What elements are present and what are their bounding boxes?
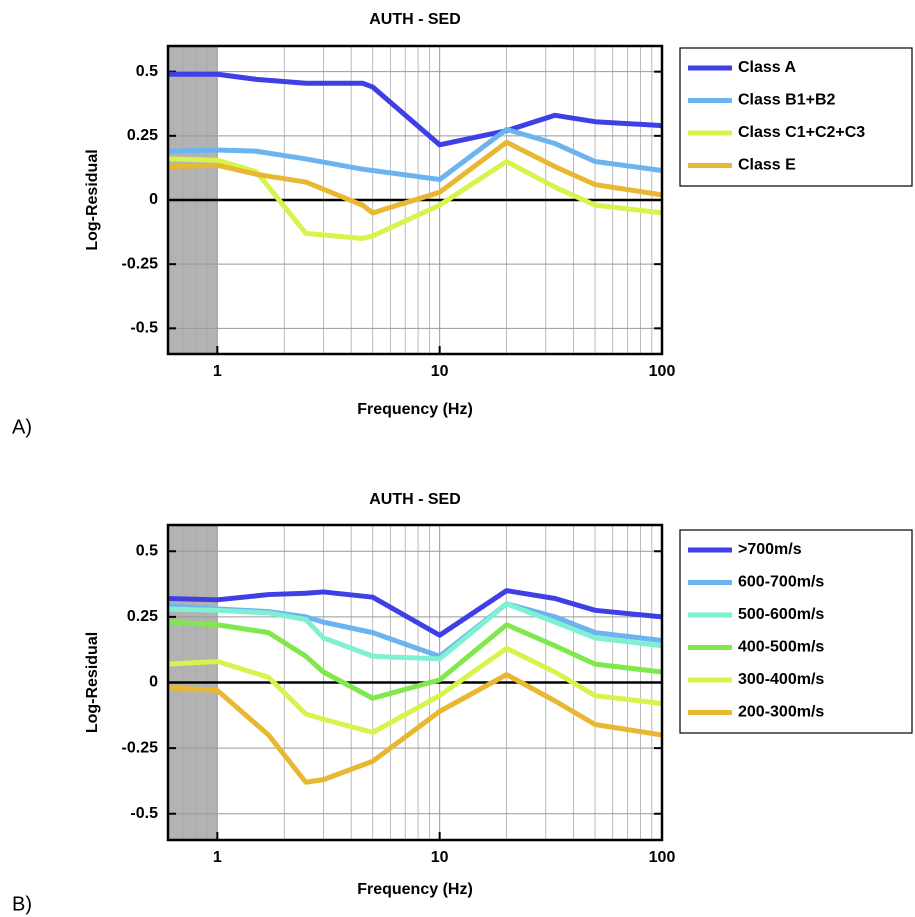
x-axis-label: Frequency (Hz)	[357, 881, 473, 898]
series-line	[167, 588, 663, 638]
series-line	[167, 126, 663, 182]
legend-label: Class B1+B2	[738, 92, 835, 109]
legend-label: 300-400m/s	[738, 671, 824, 688]
legend-label: 600-700m/s	[738, 574, 824, 591]
series-line	[167, 645, 663, 735]
y-tick-label: -0.25	[122, 739, 159, 756]
y-axis-label: Log-Residual	[84, 149, 101, 250]
y-tick-label: 0.25	[127, 608, 158, 625]
panel-label: B)	[12, 893, 32, 915]
legend-label: >700m/s	[738, 541, 802, 558]
series-line	[167, 139, 663, 216]
legend-label: 400-500m/s	[738, 639, 824, 656]
y-tick-label: -0.25	[122, 255, 159, 272]
legend-label: Class C1+C2+C3	[738, 124, 865, 141]
legend-label: Class E	[738, 157, 796, 174]
y-tick-label: 0.25	[127, 127, 158, 144]
series-line	[167, 156, 663, 241]
plot-frame	[166, 44, 664, 356]
series-line	[167, 672, 663, 785]
chart-title: AUTH - SED	[369, 491, 461, 508]
x-tick-label: 1	[213, 363, 222, 380]
y-tick-label: 0	[149, 191, 158, 208]
panel-label: A)	[12, 416, 32, 438]
y-axis-label: Log-Residual	[84, 632, 101, 733]
series-line	[168, 71, 663, 148]
x-tick-label: 1	[213, 849, 222, 866]
y-tick-label: 0.5	[136, 63, 158, 80]
y-tick-label: 0	[149, 674, 158, 691]
x-axis-label: Frequency (Hz)	[357, 401, 473, 418]
x-tick-label: 100	[649, 363, 676, 380]
plot-frame	[166, 523, 664, 842]
series-line	[167, 619, 663, 701]
x-tick-label: 100	[649, 849, 676, 866]
series-line	[167, 601, 663, 662]
legend-label: Class A	[738, 59, 797, 76]
x-tick-label: 10	[431, 363, 449, 380]
y-tick-label: -0.5	[130, 805, 158, 822]
legend-box	[679, 529, 913, 734]
legend-label: 500-600m/s	[738, 606, 824, 623]
x-tick-label: 10	[431, 849, 449, 866]
legend-label: 200-300m/s	[738, 704, 824, 721]
y-tick-label: 0.5	[136, 542, 158, 559]
chart-title: AUTH - SED	[369, 11, 461, 28]
y-tick-label: -0.5	[130, 320, 158, 337]
